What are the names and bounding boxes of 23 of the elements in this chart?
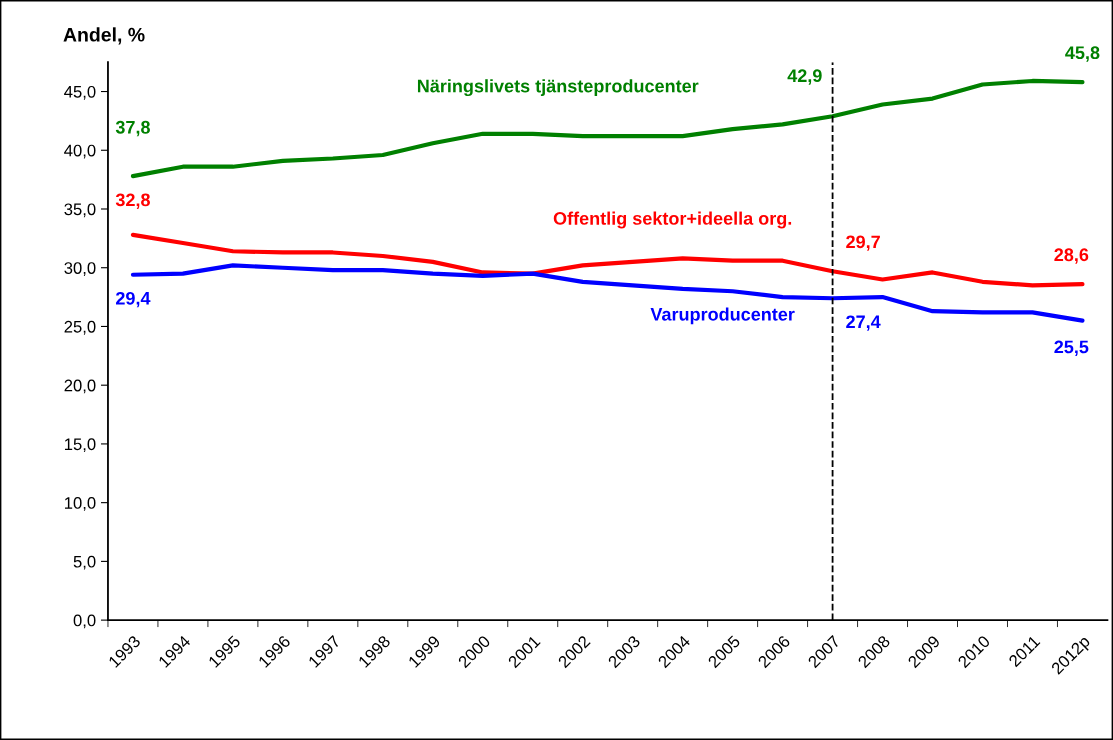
data-label: 45,8 <box>1065 46 1100 62</box>
data-label: 29,4 <box>116 291 151 308</box>
y-tick-label: 5,0 <box>73 555 96 570</box>
series-label: Varuproducenter <box>650 307 795 325</box>
y-tick-label: 15,0 <box>64 438 96 453</box>
y-tick-label: 0,0 <box>73 614 96 629</box>
y-tick-label: 25,0 <box>64 320 96 335</box>
text: Näringslivets tjänsteproducenter <box>417 79 699 97</box>
data-label: 28,6 <box>1054 248 1089 264</box>
y-tick-label: 40,0 <box>64 144 96 159</box>
y-tick-label: 20,0 <box>64 379 96 394</box>
series-label: Offentlig sektor+ideella org. <box>553 211 792 229</box>
y-tick-label: 30,0 <box>64 262 96 276</box>
y-axis-title: Andel, % <box>63 27 145 45</box>
data-label: 25,5 <box>1054 340 1089 356</box>
y-tick-label: 45,0 <box>64 85 96 100</box>
data-label: 29,7 <box>846 235 880 251</box>
y-tick-label: 35,0 <box>64 203 96 218</box>
data-label: 42,9 <box>787 69 822 85</box>
data-label: 37,8 <box>115 120 150 137</box>
y-tick-label: 10,0 <box>64 497 96 511</box>
data-label: 32,8 <box>115 193 150 209</box>
data-label: 27,4 <box>846 315 881 331</box>
